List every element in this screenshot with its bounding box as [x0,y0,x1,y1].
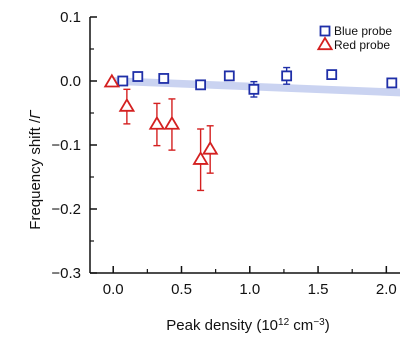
series-blue-probe [117,66,398,98]
data-point-triangle [103,73,121,88]
data-point-square [158,73,170,84]
data-point-square [223,70,235,82]
data-point-square [281,70,293,82]
data-point-triangle [163,115,181,130]
axes [89,17,400,274]
y-tick-label: 0.0 [60,73,81,90]
y-tick-label: −0.1 [51,137,81,154]
x-tick-label: 0.0 [103,281,124,298]
data-point-square [248,83,260,95]
y-axis-title-symbol: Γ [27,109,44,119]
data-point-square [326,69,338,80]
data-marks [103,66,398,192]
data-point-square [117,75,129,87]
data-point-triangle [201,140,219,155]
legend-marker-blue-probe [319,25,331,37]
legend-label-blue-probe: Blue probe [334,24,392,38]
x-tick-label: 2.0 [376,281,397,298]
x-tick-label: 0.5 [171,281,192,298]
y-tick-label: −0.2 [51,201,81,218]
x-axis-title-base: Peak density (10 [166,317,278,334]
x-axis-title-sup1: 12 [278,317,290,328]
x-tick-label: 1.0 [239,281,260,298]
tick-marks [90,16,388,274]
y-tick-label: −0.3 [51,265,81,282]
y-tick-label: 0.1 [60,9,81,26]
x-axis-title-sup2: −3 [313,317,325,328]
x-axis-title-mid: cm [289,317,313,334]
x-axis-title: Peak density (1012 cm−3) [166,317,329,335]
x-axis-title-end: ) [325,317,330,334]
x-tick-label: 1.5 [308,281,329,298]
series-red-probe [103,73,219,192]
data-point-triangle [118,97,136,112]
data-point-square [195,79,207,91]
y-axis-title: Frequency shift /Γ [27,109,44,230]
y-axis-title-text: Frequency shift / [27,118,44,230]
data-point-square [386,77,398,89]
tick-labels: 0.1 0.0 −0.1 −0.2 −0.3 0.0 0.5 1.0 1.5 2.0 [51,9,396,298]
legend-label-red-probe: Red probe [334,38,390,52]
data-point-triangle [192,150,209,165]
data-point-square [132,71,144,82]
data-point-triangle [148,115,166,130]
legend-marker-red-probe [316,36,334,51]
